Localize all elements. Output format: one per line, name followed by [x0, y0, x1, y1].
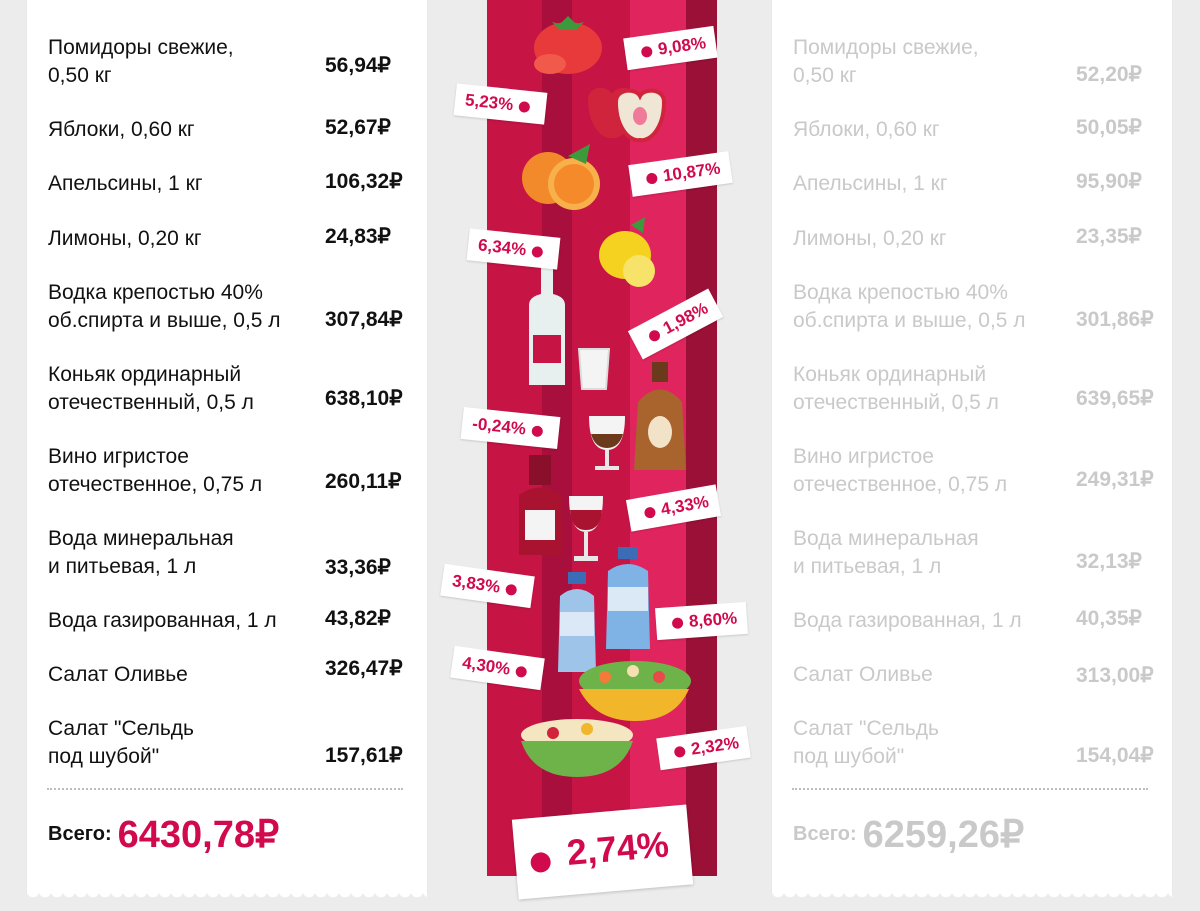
shot-glass-icon: [577, 348, 611, 390]
item-name: Помидоры свежие, 0,50 кг: [793, 36, 979, 87]
water-bottle-icon: [558, 572, 596, 672]
tag-label: 5,23%: [464, 90, 515, 115]
total-change-tag: 2,74%: [511, 804, 694, 900]
wine-glass-icon: [569, 496, 603, 561]
item-name: Вода газированная, 1 л: [793, 609, 1022, 632]
item-name: Салат Оливье: [48, 663, 188, 686]
total-label: Всего:: [48, 823, 112, 845]
item-price: 43,82₽: [325, 607, 391, 630]
item-price: 33,36₽: [325, 556, 391, 579]
item-price: 313,00₽: [1076, 664, 1154, 687]
item-name: Водка крепостью 40% об.спирта и выше, 0,…: [793, 281, 1026, 332]
item-price: 639,65₽: [1076, 387, 1154, 410]
item-price: 154,04₽: [1076, 744, 1154, 767]
receipt-total: Всего: 6259,26₽: [793, 812, 1024, 856]
cognac-bottle-icon: [634, 362, 686, 470]
tag-label: 3,83%: [451, 571, 502, 597]
item-price: 32,13₽: [1076, 550, 1142, 573]
item-price: 24,83₽: [325, 225, 391, 248]
item-price: 56,94₽: [325, 54, 391, 77]
item-price: 95,90₽: [1076, 170, 1142, 193]
tag-hole-icon: [505, 583, 518, 597]
tag-hole-icon: [673, 745, 687, 759]
total-change-value: 2,74%: [565, 823, 671, 874]
item-name: Лимоны, 0,20 кг: [48, 227, 202, 250]
item-price: 50,05₽: [1076, 116, 1142, 139]
item-price: 40,35₽: [1076, 607, 1142, 630]
tag-hole-icon: [529, 851, 552, 874]
item-name: Водка крепостью 40% об.спирта и выше, 0,…: [48, 281, 281, 332]
item-name: Помидоры свежие, 0,50 кг: [48, 36, 234, 87]
lemon-icon: [599, 217, 655, 287]
tag-label: 10,87%: [661, 158, 722, 186]
olivier-salad-icon: [579, 661, 691, 721]
sparkling-water-bottle-icon: [606, 547, 650, 649]
item-name: Салат Оливье: [793, 663, 933, 686]
apple-icon: [588, 87, 667, 143]
item-price: 638,10₽: [325, 387, 403, 410]
tag-hole-icon: [640, 45, 654, 59]
receipt-total: Всего: 6430,78₽: [48, 812, 279, 856]
price-change-tag: 8,60%: [654, 601, 749, 641]
item-price: 23,35₽: [1076, 225, 1142, 248]
item-price: 106,32₽: [325, 170, 403, 193]
item-name: Лимоны, 0,20 кг: [793, 227, 947, 250]
tag-label: 4,33%: [659, 491, 711, 520]
tag-hole-icon: [515, 665, 528, 679]
tag-label: 4,30%: [461, 653, 512, 679]
tag-label: -0,24%: [471, 414, 527, 439]
total-value: 6259,26₽: [862, 814, 1025, 856]
item-name: Вода газированная, 1 л: [48, 609, 277, 632]
tag-hole-icon: [671, 617, 684, 630]
herring-salad-icon: [521, 719, 633, 777]
item-name: Вино игристое отечественное, 0,75 л: [48, 445, 263, 496]
item-price: 52,67₽: [325, 116, 391, 139]
brandy-glass-icon: [589, 416, 625, 470]
tag-hole-icon: [643, 506, 657, 520]
item-price: 157,61₽: [325, 744, 403, 767]
item-name: Коньяк ординарный отечественный, 0,5 л: [793, 363, 999, 414]
item-name: Салат "Сельдь под шубой": [793, 717, 939, 768]
receipt-divider: [792, 788, 1148, 790]
tag-label: 2,32%: [689, 733, 741, 759]
item-price: 249,31₽: [1076, 468, 1154, 491]
previous-receipt: Помидоры свежие, 0,50 кг 52,20₽ Яблоки, …: [772, 0, 1172, 903]
item-name: Апельсины, 1 кг: [793, 172, 948, 195]
tag-hole-icon: [647, 328, 663, 344]
item-name: Яблоки, 0,60 кг: [793, 118, 940, 141]
item-name: Вино игристое отечественное, 0,75 л: [793, 445, 1008, 496]
tag-label: 9,08%: [656, 33, 708, 59]
item-price: 307,84₽: [325, 308, 403, 331]
item-name: Вода минеральная и питьевая, 1 л: [793, 527, 979, 578]
item-name: Апельсины, 1 кг: [48, 172, 203, 195]
tag-hole-icon: [531, 425, 544, 438]
tag-label: 6,34%: [477, 235, 528, 260]
tomato-icon: [534, 16, 602, 74]
tag-label: 8,60%: [688, 608, 738, 631]
tag-hole-icon: [531, 245, 544, 259]
item-price: 301,86₽: [1076, 308, 1154, 331]
current-receipt: Помидоры свежие, 0,50 кг 56,94₽ Яблоки, …: [27, 0, 427, 903]
total-label: Всего:: [793, 823, 857, 845]
tag-hole-icon: [645, 172, 659, 185]
item-name: Вода минеральная и питьевая, 1 л: [48, 527, 234, 578]
orange-icon: [522, 144, 600, 210]
tag-hole-icon: [518, 100, 531, 114]
item-name: Коньяк ординарный отечественный, 0,5 л: [48, 363, 254, 414]
item-name: Яблоки, 0,60 кг: [48, 118, 195, 141]
item-price: 326,47₽: [325, 657, 403, 680]
item-price: 260,11₽: [325, 470, 402, 493]
item-price: 52,20₽: [1076, 63, 1142, 86]
wine-bottle-icon: [519, 455, 561, 555]
total-value: 6430,78₽: [117, 814, 280, 856]
item-name: Салат "Сельдь под шубой": [48, 717, 194, 768]
receipt-divider: [47, 788, 403, 790]
